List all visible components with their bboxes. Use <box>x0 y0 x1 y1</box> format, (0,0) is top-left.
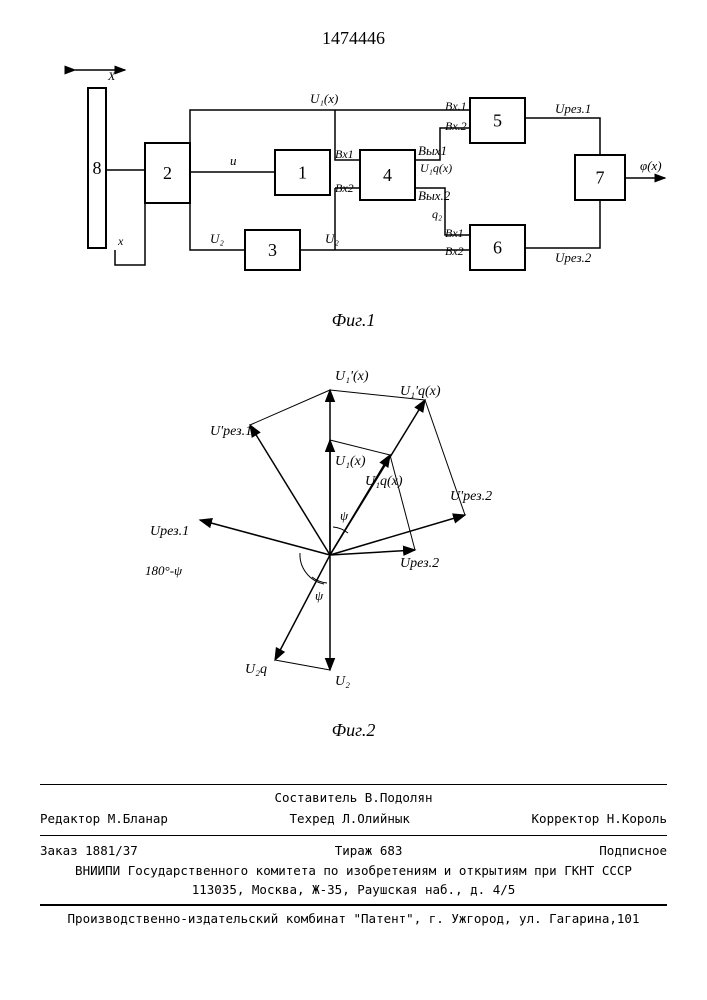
svg-text:Вx2: Вx2 <box>445 244 464 258</box>
footer-org1: ВНИИПИ Государственного комитета по изоб… <box>40 862 667 881</box>
svg-text:X: X <box>107 69 116 83</box>
svg-text:U₁(x): U₁(x) <box>310 91 338 106</box>
svg-text:Вx.2: Вx.2 <box>445 119 467 133</box>
svg-text:ψ: ψ <box>315 588 324 603</box>
footer-tech: Техред Л.Олийнык <box>290 810 410 829</box>
footer-block: Составитель В.Подолян Редактор М.Бланар … <box>40 780 667 929</box>
svg-text:U'рез.1: U'рез.1 <box>210 424 252 439</box>
footer-corrector: Корректор Н.Король <box>532 810 667 829</box>
svg-text:1: 1 <box>298 163 307 183</box>
svg-text:6: 6 <box>493 238 502 258</box>
svg-text:4: 4 <box>383 165 392 185</box>
footer-run: Тираж 683 <box>335 842 403 861</box>
svg-text:Вx1: Вx1 <box>335 147 354 161</box>
svg-text:U₁q(x): U₁q(x) <box>420 161 452 175</box>
svg-text:2: 2 <box>163 163 172 183</box>
svg-text:q₂: q₂ <box>432 207 442 221</box>
footer-order: Заказ 1881/37 <box>40 842 138 861</box>
fig1-diagram: U₁(x) U₂ U₂ u Вых1 Вых.2 Uрез.1 Uрез.2 φ(x) 1 2 3 4 5… <box>0 0 707 300</box>
svg-text:7: 7 <box>596 168 605 188</box>
svg-text:Uрез.1: Uрез.1 <box>555 101 591 116</box>
fig2-diagram: U₁'(x)U₁(x)U₁'q(x)U₁q(x)U'рез.2Uрез.2U₂U… <box>0 360 707 740</box>
svg-text:8: 8 <box>93 158 102 178</box>
svg-text:Вx2: Вx2 <box>335 181 354 195</box>
svg-text:u: u <box>230 153 237 168</box>
footer-addr1: 113035, Москва, Ж-35, Раушская наб., д. … <box>40 881 667 900</box>
svg-text:5: 5 <box>493 111 502 131</box>
svg-text:Uрез.2: Uрез.2 <box>400 556 439 571</box>
footer-editor: Редактор М.Бланар <box>40 810 168 829</box>
svg-text:U₂: U₂ <box>325 231 339 246</box>
svg-text:180°-ψ: 180°-ψ <box>145 563 183 578</box>
fig2-caption: Фиг.2 <box>332 720 376 741</box>
svg-text:U₂q: U₂q <box>245 662 267 677</box>
svg-text:φ(x): φ(x) <box>640 158 662 173</box>
fig1-caption: Фиг.1 <box>332 310 376 331</box>
svg-text:Uрез.1: Uрез.1 <box>150 524 189 539</box>
svg-text:x: x <box>117 234 124 248</box>
svg-text:ψ: ψ <box>340 508 349 523</box>
svg-text:Uрез.2: Uрез.2 <box>555 250 592 265</box>
svg-text:U₁'q(x): U₁'q(x) <box>400 384 441 399</box>
svg-text:U₂: U₂ <box>335 674 350 689</box>
footer-org2: Производственно-издательский комбинат "П… <box>40 910 667 929</box>
svg-text:Вых1: Вых1 <box>418 143 447 158</box>
footer-sub: Подписное <box>599 842 667 861</box>
svg-text:U₂: U₂ <box>210 231 224 246</box>
svg-text:U₁'(x): U₁'(x) <box>335 369 369 384</box>
svg-text:U₁(x): U₁(x) <box>335 454 366 469</box>
footer-compiler: Составитель В.Подолян <box>40 789 667 808</box>
svg-text:Вых.2: Вых.2 <box>418 188 451 203</box>
svg-text:3: 3 <box>268 240 277 260</box>
svg-text:Вx.1: Вx.1 <box>445 99 467 113</box>
svg-text:Вx1: Вx1 <box>445 226 464 240</box>
